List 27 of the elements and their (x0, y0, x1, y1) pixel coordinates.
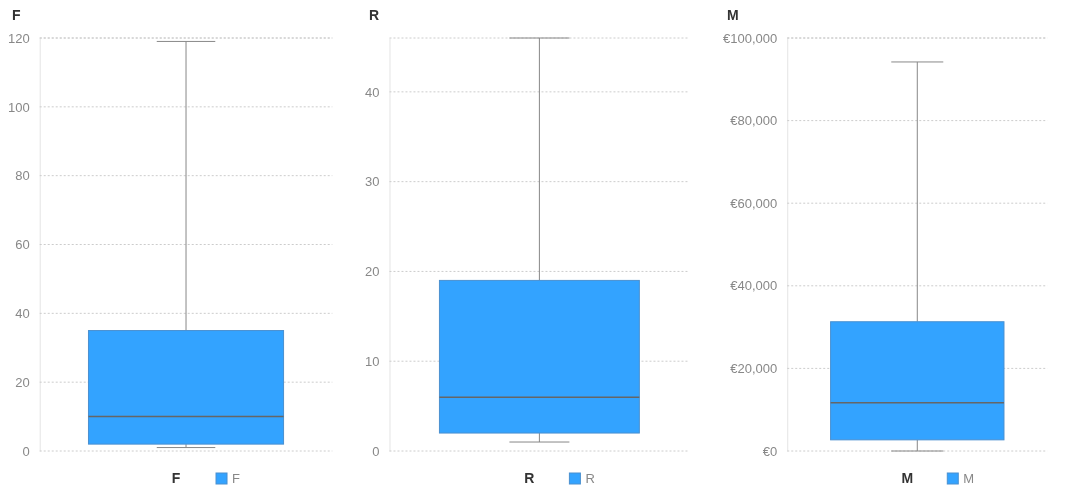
chart-title: R (369, 7, 380, 23)
y-tick-label: €20,000 (729, 361, 777, 377)
y-tick-label: 0 (22, 443, 30, 459)
y-tick-label: 10 (365, 353, 380, 369)
x-axis-title: M (901, 470, 913, 486)
y-tick-label: 30 (365, 174, 380, 190)
y-tick-label: €0 (762, 443, 777, 459)
y-tick-label: 80 (15, 168, 30, 184)
legend-label: F (232, 471, 241, 486)
y-tick-label: €60,000 (729, 195, 777, 211)
y-tick-label: 40 (15, 305, 30, 321)
y-tick-label: 120 (8, 30, 30, 46)
x-axis-title: R (524, 470, 535, 486)
y-tick-label: 100 (8, 99, 30, 115)
y-tick-label: 40 (365, 84, 380, 100)
y-tick-label: €100,000 (722, 30, 777, 46)
y-tick-label: 0 (372, 443, 380, 459)
legend-label: R (585, 471, 596, 486)
chart-title: M (726, 7, 739, 23)
legend-label: M (962, 471, 974, 486)
y-tick-label: 20 (15, 374, 30, 390)
x-axis-title: F (171, 470, 181, 486)
chart-title: F (12, 7, 21, 23)
y-tick-label: 20 (365, 264, 380, 280)
y-tick-label: €40,000 (729, 278, 777, 294)
y-tick-label: 60 (15, 237, 30, 253)
y-tick-label: €80,000 (729, 113, 777, 129)
